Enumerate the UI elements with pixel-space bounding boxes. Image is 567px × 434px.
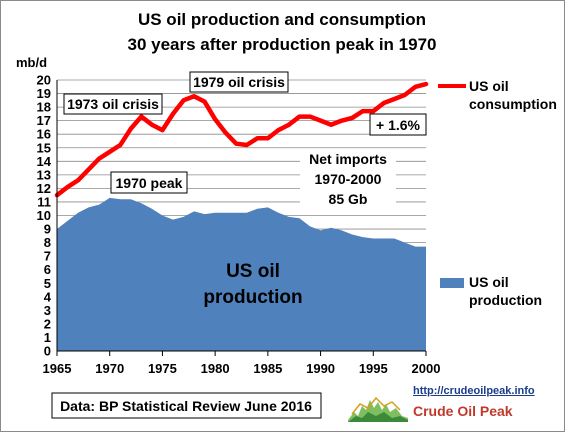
annotation-1973-text: 1973 oil crisis: [67, 96, 159, 112]
axes: [56, 80, 427, 356]
area-label-line-2: production: [203, 287, 302, 308]
legend-consumption-label-1: US oil: [469, 78, 509, 94]
x-tick-label-1980: 1980: [201, 361, 230, 376]
y-tick-label-18: 18: [37, 100, 51, 115]
net-imports-line-2: 1970-2000: [315, 171, 382, 187]
y-tick-label-2: 2: [44, 316, 51, 331]
annotation-1970-peak-text: 1970 peak: [116, 175, 183, 191]
net-imports-line-3: 85 Gb: [329, 191, 368, 207]
chart-title-line-1: US oil production and consumption: [138, 10, 426, 29]
x-tick-label-1985: 1985: [253, 361, 282, 376]
x-tick-label-1990: 1990: [306, 361, 335, 376]
production-area: [57, 197, 426, 351]
y-tick-label-7: 7: [44, 249, 51, 264]
annotation-1979-oil-crisis: 1979 oil crisis: [189, 71, 289, 93]
annotation-1979-text: 1979 oil crisis: [193, 74, 285, 90]
annotation-growth-text: + 1.6%: [376, 117, 421, 133]
y-axis-unit-label: mb/d: [16, 55, 47, 70]
x-tick-label-1970: 1970: [95, 361, 124, 376]
y-tick-label-9: 9: [44, 222, 51, 237]
logo-name: Crude Oil Peak: [413, 403, 513, 419]
y-tick-label-13: 13: [37, 167, 51, 182]
x-tick-label-1975: 1975: [148, 361, 177, 376]
y-tick-label-0: 0: [44, 344, 51, 359]
consumption-line: [54, 81, 429, 198]
y-tick-label-20: 20: [37, 73, 51, 88]
x-tick-label-1995: 1995: [359, 361, 388, 376]
legend: US oil consumption US oil production: [438, 78, 557, 308]
annotation-growth-rate: + 1.6%: [369, 113, 427, 136]
legend-production-label-1: US oil: [469, 274, 509, 290]
y-tick-label-5: 5: [44, 276, 51, 291]
chart-title-line-2: 30 years after production peak in 1970: [128, 35, 437, 54]
y-tick-label-10: 10: [37, 208, 51, 223]
annotation-1973-oil-crisis: 1973 oil crisis: [63, 93, 163, 115]
net-imports-line-1: Net imports: [309, 151, 387, 167]
y-tick-label-17: 17: [37, 113, 51, 128]
crude-oil-peak-logo-icon: [348, 390, 408, 422]
annotation-1970-peak: 1970 peak: [110, 171, 188, 194]
x-tick-labels: 1965 1970 1975 1980 1985 1990 1995 2000: [43, 361, 441, 376]
y-tick-label-19: 19: [37, 86, 51, 101]
source-note: Data: BP Statistical Review June 2016: [51, 392, 322, 419]
y-tick-label-16: 16: [37, 127, 51, 142]
x-tick-label-1965: 1965: [43, 361, 72, 376]
y-tick-label-12: 12: [37, 181, 51, 196]
legend-production-label-2: production: [469, 292, 542, 308]
y-tick-label-11: 11: [37, 194, 51, 209]
y-tick-label-4: 4: [44, 289, 52, 304]
y-tick-label-1: 1: [44, 330, 51, 345]
annotation-net-imports: Net imports 1970-2000 85 Gb: [300, 149, 396, 209]
y-tick-label-3: 3: [44, 303, 51, 318]
source-text: Data: BP Statistical Review June 2016: [60, 398, 312, 414]
y-tick-label-14: 14: [37, 154, 52, 169]
y-tick-label-8: 8: [44, 235, 51, 250]
legend-production-swatch: [440, 278, 464, 288]
area-label-line-1: US oil: [226, 261, 280, 282]
logo-url-link[interactable]: http://crudeoilpeak.info: [413, 385, 535, 397]
production-area-layer: [57, 197, 426, 351]
legend-consumption-label-2: consumption: [469, 96, 557, 112]
consumption-line-layer: [54, 81, 429, 198]
y-tick-label-15: 15: [37, 140, 51, 155]
x-tick-label-2000: 2000: [412, 361, 441, 376]
y-tick-label-6: 6: [44, 262, 51, 277]
